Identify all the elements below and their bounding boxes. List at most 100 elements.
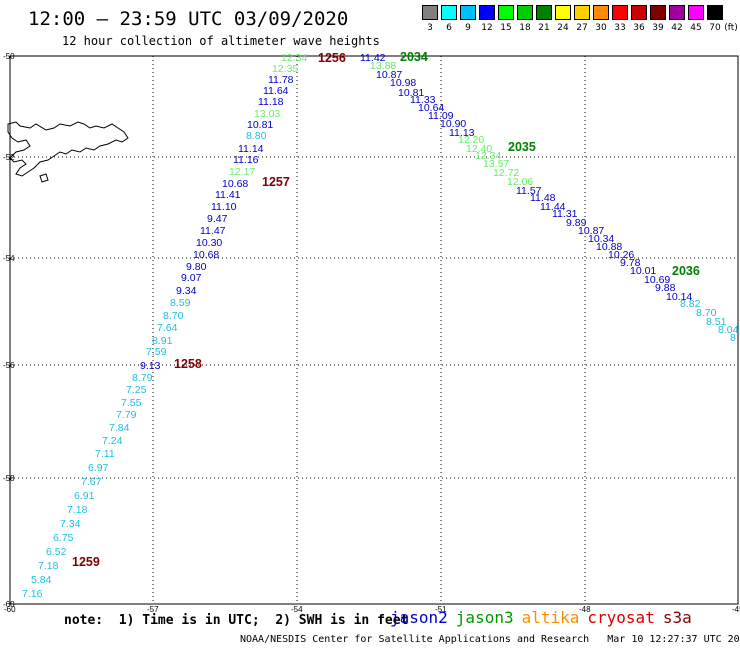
wave-height-label: 11.31: [552, 208, 578, 220]
wave-height-label: 12.35: [272, 63, 298, 75]
time-label: 1258: [174, 357, 202, 371]
lat-tick-label: -56: [3, 361, 15, 370]
legend-label: 6: [446, 23, 452, 33]
wave-height-label: 8.51: [706, 316, 727, 328]
legend-label: 45: [690, 23, 702, 33]
legend-label: 9: [465, 23, 471, 33]
wave-height-label: 11.78: [268, 74, 294, 86]
wave-height-label: 11.42: [360, 52, 386, 64]
wave-height-label: 12.34: [475, 150, 501, 162]
wave-height-label: 10.87: [376, 69, 402, 81]
legend-swatch: [631, 5, 647, 20]
wave-height-label: 6.91: [74, 490, 95, 502]
wave-height-label: 10.68: [193, 249, 219, 261]
legend-label: 27: [576, 23, 588, 33]
legend-swatch: [479, 5, 495, 20]
legend-swatch: [612, 5, 628, 20]
lon-tick-label: -48: [579, 605, 591, 614]
wave-height-label: 12.17: [229, 166, 255, 178]
wave-height-label: 7.67: [81, 476, 102, 488]
legend-label: 36: [633, 23, 645, 33]
graticule: -50 -52 -54 -56 -58 -60-60 -57 -54 -51 -48 -45: [3, 52, 740, 614]
legend-swatch: [498, 5, 514, 20]
satellite-name: altika: [521, 608, 580, 627]
wave-height-label: 11.13: [449, 127, 475, 139]
wave-height-label: 9.89: [566, 217, 587, 229]
wave-height-label: 11.09: [428, 110, 454, 122]
wave-height-label: 10.30: [196, 237, 222, 249]
wave-height-label: 10.26: [608, 249, 634, 261]
lon-tick-label: -45: [732, 605, 740, 614]
wave-height-label: 7.55: [121, 397, 142, 409]
wave-height-label: 7.16: [22, 588, 43, 600]
wave-height-label: 8.04: [718, 324, 739, 336]
wave-height-label: 11.10: [211, 201, 237, 213]
track-labels: 7.16 5.84 7.18 6.52 6.75 7.34 7.18 6.91 7.67 6.97…: [22, 52, 739, 600]
wave-height-label: 9.34: [176, 285, 197, 297]
legend-swatch: [669, 5, 685, 20]
wave-height-label: 7.18: [67, 504, 88, 516]
wave-height-label: 8.70: [163, 310, 184, 322]
wave-height-label: 6.52: [46, 546, 67, 558]
legend-swatch: [688, 5, 704, 20]
wave-height-label: 11.64: [263, 85, 289, 97]
wave-height-label: 10.81: [247, 119, 273, 131]
legend-swatch: [555, 5, 571, 20]
wave-height-label: 8.80: [246, 130, 267, 142]
wave-height-label: 11.14: [238, 143, 264, 155]
time-label: 1257: [262, 175, 290, 189]
wave-height-label: 12.72: [493, 167, 519, 179]
wave-height-label: 10.90: [440, 118, 466, 130]
wave-height-label: 9.13: [140, 360, 161, 372]
wave-height-label: 7.24: [102, 435, 123, 447]
legend-label: 30: [595, 23, 607, 33]
legend-label: 18: [519, 23, 531, 33]
wave-height-label: 7.84: [109, 422, 130, 434]
wave-height-label: 9.07: [181, 272, 202, 284]
lat-tick-label: -58: [3, 474, 15, 483]
wave-height-label: 6.75: [53, 532, 74, 544]
wave-height-label: 11.18: [258, 96, 284, 108]
wave-height-label: 9.78: [620, 257, 641, 269]
legend-swatch: [517, 5, 533, 20]
legend-label: 21: [538, 23, 550, 33]
wave-height-label: 6.97: [88, 462, 109, 474]
map-title: 12:00 – 23:59 UTC 03/09/2020: [28, 8, 349, 30]
wave-height-label: 10.81: [398, 87, 424, 99]
time-label: 2034: [400, 50, 428, 64]
wave-height-label: 11.44: [540, 201, 566, 213]
wave-height-label: 5.84: [31, 574, 52, 586]
wave-height-label: 10.69: [644, 274, 670, 286]
wave-height-label: 10.98: [390, 77, 416, 89]
wave-height-label: 10.68: [222, 178, 248, 190]
legend-label: 42: [671, 23, 683, 33]
legend-label: 24: [557, 23, 569, 33]
wave-height-label: 10.01: [630, 265, 656, 277]
wave-height-label: 7.59: [146, 346, 167, 358]
wave-height-label: 9.80: [186, 261, 207, 273]
lat-tick-label: -52: [3, 153, 15, 162]
legend-label: 39: [652, 23, 664, 33]
wave-height-label: 13.03: [254, 108, 280, 120]
lon-tick-label: -57: [147, 605, 159, 614]
time-labels: 1256 1257 1258 1259 2034 2035 2036: [72, 50, 700, 569]
wave-height-label: 8: [730, 332, 736, 344]
wave-height-label: 8.59: [170, 297, 191, 309]
satellite-name: jason3: [455, 608, 514, 627]
wave-height-label: 9.88: [655, 282, 676, 294]
wave-height-label: 11.47: [200, 225, 226, 237]
time-label: 2035: [508, 140, 536, 154]
legend-swatch: [536, 5, 552, 20]
legend-swatch: [574, 5, 590, 20]
wave-height-label: 8.70: [696, 307, 717, 319]
wave-height-label: 9.47: [207, 213, 228, 225]
satellite-name: s3a: [662, 608, 692, 627]
satellite-legend: jason2 jason3 altika cryosat s3a: [390, 608, 700, 627]
wave-height-label: 7.25: [126, 384, 147, 396]
coastline-west-island: [7, 121, 129, 177]
wave-height-label: 7.64: [157, 322, 178, 334]
wave-height-label: 12.40: [466, 143, 492, 155]
legend-swatch: [593, 5, 609, 20]
wave-height-label: 10.88: [596, 241, 622, 253]
